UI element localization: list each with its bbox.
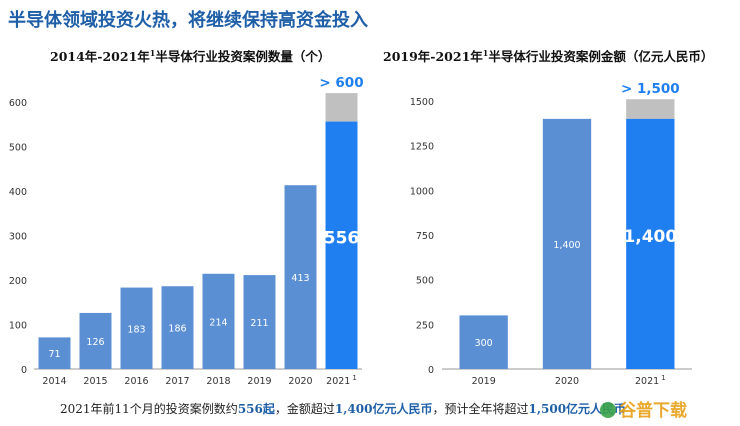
bar-2020 (542, 118, 592, 369)
watermark-icon (600, 402, 616, 418)
chart-title-amount-footnote: 1 (482, 47, 489, 58)
footer-highlight-count: 556起 (237, 402, 275, 416)
chart-title-amount-years: 2019年-2021年 (383, 49, 483, 64)
bar-projection-2021 (626, 99, 675, 119)
bar-2021 (626, 118, 675, 369)
x-tick-label-2017: 2017 (165, 376, 189, 387)
watermark-logo: 谷普下载 (600, 396, 687, 421)
y-tick-label: 500 (9, 143, 27, 154)
y-tick-label: 1000 (410, 186, 434, 197)
x-tick-label-2019: 2019 (247, 376, 271, 387)
bar-value-label-2016: 183 (127, 324, 145, 335)
y-tick-label: 200 (9, 276, 27, 287)
chart-title-count-text: 半导体行业投资案例数量（个） (155, 49, 331, 64)
y-tick-label: 1250 (410, 142, 434, 153)
x-tick-label-2019: 2019 (472, 376, 496, 387)
bar-value-label-2018: 214 (209, 317, 227, 328)
y-tick-label: 500 (416, 276, 434, 287)
chart-title-count-years: 2014年-2021年 (50, 49, 150, 64)
y-tick-label: 0 (21, 365, 27, 376)
x-tick-label-2014: 2014 (42, 376, 66, 387)
page-headline: 半导体领域投资火热，将继续保持高资金投入 (8, 10, 368, 31)
y-tick-label: 100 (9, 321, 27, 332)
chart-title-count: 2014年-2021年1半导体行业投资案例数量（个） (50, 46, 330, 65)
x-tick-label-2016: 2016 (124, 376, 148, 387)
bar-2014 (38, 337, 71, 369)
chart-title-amount: 2019年-2021年1半导体行业投资案例金额（亿元人民币） (383, 46, 713, 65)
bar-value-label-2019: 211 (250, 318, 268, 329)
x-tick-label-2021: 2021 1 (326, 374, 357, 387)
x-tick-label-2018: 2018 (206, 376, 230, 387)
bar-2019 (459, 315, 508, 369)
y-tick-label: 0 (428, 365, 434, 376)
bar-value-label-2021: 1,400 (623, 227, 677, 247)
x-tick-label-2020: 2020 (555, 376, 579, 387)
projection-label: > 1,500 (621, 81, 680, 97)
footer-summary: 2021年前11个月的投资案例数约556起，金额超过1,400亿元人民币，预计全… (60, 400, 626, 417)
bar-value-label-2014: 71 (48, 349, 60, 360)
y-tick-label: 750 (416, 231, 434, 242)
chart-title-amount-text: 半导体行业投资案例金额（亿元人民币） (488, 49, 714, 64)
x-tick-label-2021: 2021 1 (635, 374, 666, 387)
bar-2018 (202, 273, 235, 369)
watermark-text: 谷普下载 (619, 401, 687, 421)
y-tick-label: 1500 (410, 97, 434, 108)
bar-2017 (161, 286, 194, 369)
y-tick-label: 300 (9, 232, 27, 243)
bar-2021 (325, 121, 358, 369)
x-tick-footnote: 1 (661, 374, 665, 382)
y-tick-label: 250 (416, 320, 434, 331)
x-tick-label-2015: 2015 (83, 376, 107, 387)
bar-value-label-2015: 126 (86, 337, 104, 348)
bar-2016 (120, 287, 153, 369)
bar-value-label-2021: 556 (324, 228, 360, 248)
x-tick-label-2020: 2020 (288, 376, 312, 387)
bar-value-label-2020: 413 (291, 273, 309, 284)
bar-projection-2021 (325, 93, 358, 122)
bar-value-label-2017: 186 (168, 324, 186, 335)
bar-value-label-2020: 1,400 (553, 240, 580, 251)
x-tick-footnote: 1 (352, 374, 356, 382)
footer-highlight-amount: 1,400亿元人民币 (334, 402, 433, 416)
footer-text-3: ，预计全年将超过 (432, 402, 529, 416)
bar-2020 (284, 185, 317, 369)
bar-value-label-2019: 300 (475, 338, 493, 349)
footer-text-2: ，金额超过 (274, 402, 335, 416)
bar-2015 (79, 312, 112, 369)
footer-text-1: 2021年前11个月的投资案例数约 (60, 402, 238, 416)
y-tick-label: 600 (9, 98, 27, 109)
projection-label: > 600 (319, 75, 363, 91)
bar-2019 (243, 275, 276, 369)
chart-title-count-footnote: 1 (149, 47, 156, 58)
y-tick-label: 400 (9, 187, 27, 198)
